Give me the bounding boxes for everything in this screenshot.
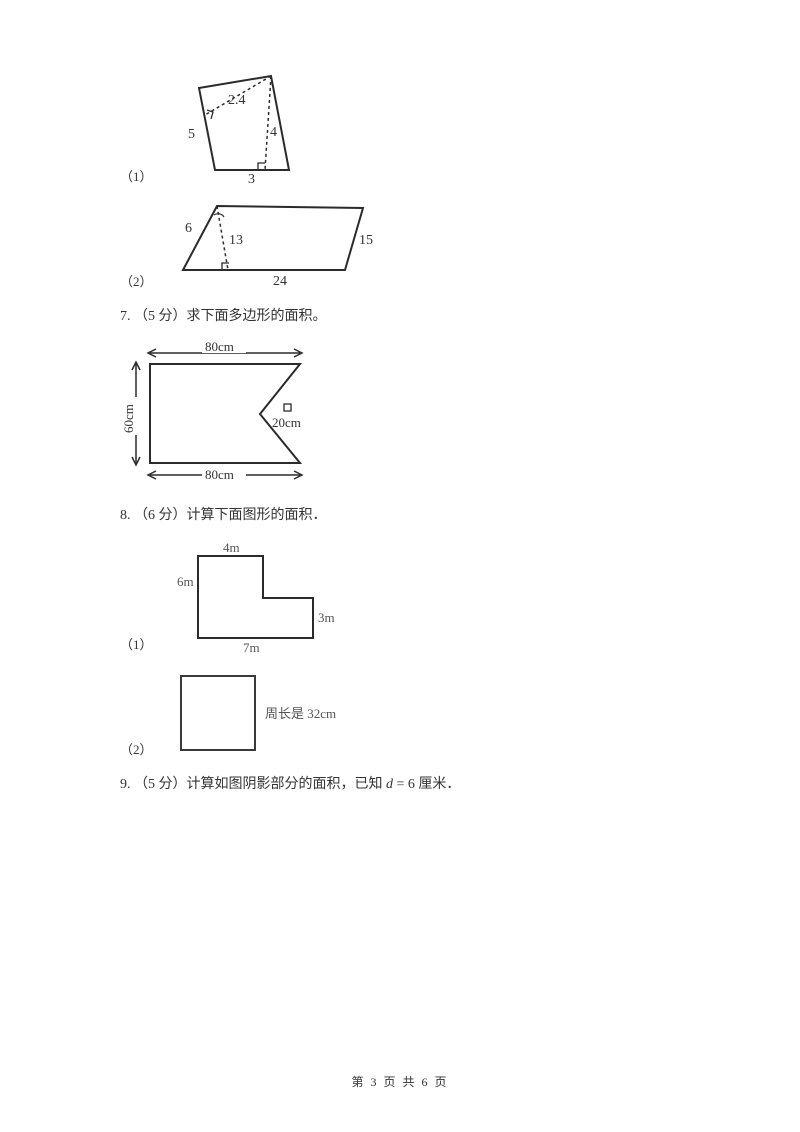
q8-fig2-svg-wrap: 周长是 32cm <box>173 668 373 758</box>
fig2-label-6: 6 <box>185 221 192 236</box>
figure-1-block: （1） 2.4 5 4 3 <box>120 70 680 185</box>
q7-left-label: 60cm <box>121 404 136 433</box>
fig1-svg-wrap: 2.4 5 4 3 <box>173 70 313 185</box>
q8-fig1-svg-wrap: 4m 6m 3m 7m <box>173 538 343 653</box>
fig1-label-24: 2.4 <box>228 93 246 108</box>
fig1-sub-label: （1） <box>120 166 153 185</box>
q8-text: 8. （6 分）计算下面图形的面积． <box>120 504 680 524</box>
q8-2-label: 周长是 32cm <box>265 706 336 721</box>
figure-2-block: （2） 6 13 15 24 <box>120 200 680 290</box>
fig2-svg-wrap: 6 13 15 24 <box>173 200 393 290</box>
q9-prefix: 9. （5 分）计算如图阴影部分的面积，已知 <box>120 777 386 792</box>
footer-total: 6 <box>422 1075 430 1089</box>
fig2-label-15: 15 <box>359 233 373 248</box>
q9-suffix: 厘米． <box>418 777 460 792</box>
q8-fig2-block: （2） 周长是 32cm <box>120 668 680 758</box>
fig1-label-4: 4 <box>270 125 277 140</box>
q7-notch-label: 20cm <box>272 415 301 430</box>
q8-fig2-svg: 周长是 32cm <box>173 668 373 758</box>
q7-top-label: 80cm <box>205 339 234 354</box>
fig1-label-3: 3 <box>248 172 255 185</box>
q8-fig1-svg: 4m 6m 3m 7m <box>173 538 343 653</box>
q8-fig1-block: （1） 4m 6m 3m 7m <box>120 538 680 653</box>
fig2-sub-label: （2） <box>120 271 153 290</box>
q8-sub1-label: （1） <box>120 634 153 653</box>
q9-var: d <box>386 777 393 792</box>
footer-p3: 页 <box>430 1075 449 1089</box>
footer-p1: 第 <box>351 1075 370 1089</box>
footer-p2: 页 共 <box>378 1075 421 1089</box>
q8-1-top: 4m <box>223 540 240 555</box>
q7-bottom-label: 80cm <box>205 467 234 482</box>
q8-sub2-label: （2） <box>120 739 153 758</box>
q9-text: 9. （5 分）计算如图阴影部分的面积，已知 d = 6 厘米． <box>120 773 680 793</box>
q7-text: 7. （5 分）求下面多边形的面积。 <box>120 305 680 325</box>
q9-eq: = 6 <box>393 777 418 792</box>
page-footer: 第 3 页 共 6 页 <box>0 1073 800 1090</box>
fig2-label-24: 24 <box>273 274 287 289</box>
fig2-label-13: 13 <box>229 233 243 248</box>
q7-figure-block: 80cm 60cm 80cm 20cm <box>120 339 680 489</box>
q8-1-left: 6m <box>177 574 194 589</box>
q8-1-bottom: 7m <box>243 640 260 653</box>
fig1-svg: 2.4 5 4 3 <box>173 70 313 185</box>
q8-1-right: 3m <box>318 610 335 625</box>
fig2-svg: 6 13 15 24 <box>173 200 393 290</box>
q7-svg: 80cm 60cm 80cm 20cm <box>120 339 330 489</box>
fig1-label-5: 5 <box>188 127 195 142</box>
